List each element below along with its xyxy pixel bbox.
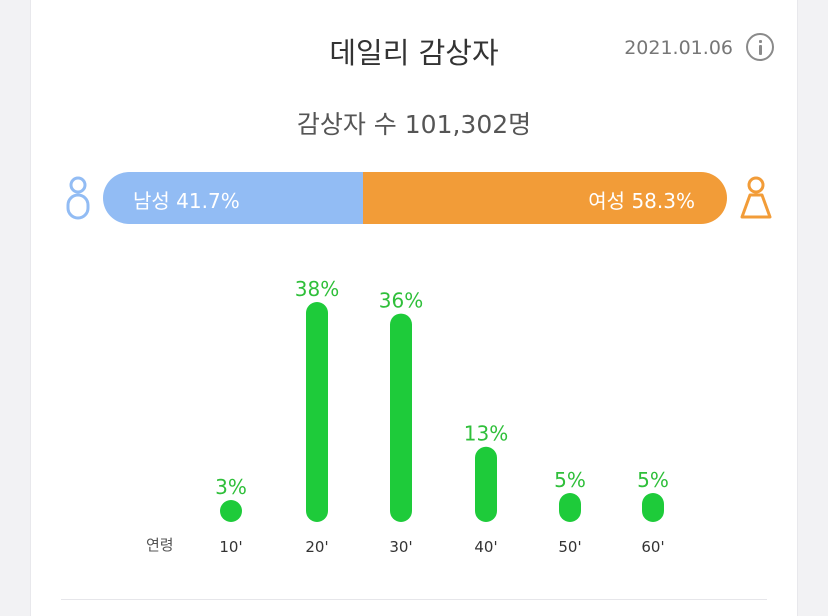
male-person-icon — [66, 176, 90, 220]
age-category-label-2: 30' — [389, 538, 412, 556]
male-segment: 남성 41.7% — [103, 172, 364, 224]
viewer-count: 감상자 수 101,302명 — [296, 110, 532, 139]
age-distribution-chart: 연령 3% 10' 38% 20' 36% 30' 13% 40' 5% 50' 5% 60' — [146, 277, 669, 556]
age-value-label-2: 36% — [379, 289, 423, 313]
card-title: 데일리 감상자 — [329, 36, 499, 70]
male-share-label: 남성 41.7% — [133, 189, 240, 213]
female-segment: 여성 58.3% — [363, 172, 727, 224]
age-category-label-0: 10' — [219, 538, 242, 556]
age-bar-2 — [390, 313, 412, 522]
age-bar-1 — [306, 302, 328, 522]
daily-viewers-card: 데일리 감상자 2021.01.06 감상자 수 101,302명 남성 41.… — [30, 0, 798, 616]
divider — [61, 599, 767, 600]
age-bar-3 — [475, 446, 497, 522]
age-category-label-4: 50' — [558, 538, 581, 556]
age-bar-0 — [220, 500, 242, 522]
age-value-label-5: 5% — [637, 468, 669, 492]
age-category-label-1: 20' — [305, 538, 328, 556]
gender-ratio-bar: 남성 41.7% 여성 58.3% — [103, 172, 727, 224]
info-icon[interactable] — [746, 33, 774, 61]
female-person-icon — [740, 176, 772, 219]
age-value-label-1: 38% — [295, 277, 339, 301]
age-bar-5 — [642, 493, 664, 522]
date-label: 2021.01.06 — [624, 37, 733, 59]
age-value-label-4: 5% — [554, 468, 586, 492]
age-bar-4 — [559, 493, 581, 522]
age-value-label-3: 13% — [464, 422, 508, 446]
age-category-label-5: 60' — [641, 538, 664, 556]
age-axis-label: 연령 — [146, 536, 174, 554]
female-share-label: 여성 58.3% — [588, 189, 695, 213]
age-category-label-3: 40' — [474, 538, 497, 556]
age-value-label-0: 3% — [215, 475, 247, 499]
